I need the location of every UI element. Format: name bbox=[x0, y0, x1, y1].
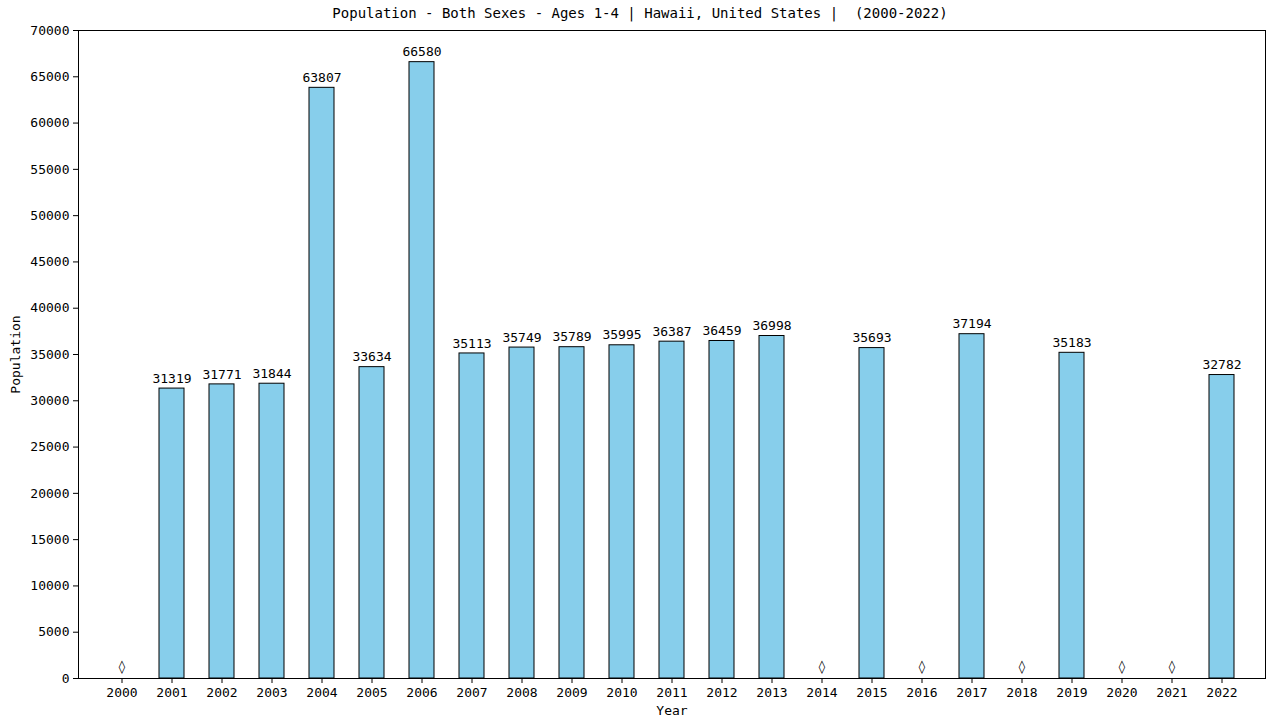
svg-text:36387: 36387 bbox=[652, 324, 691, 339]
svg-text:2011: 2011 bbox=[656, 685, 687, 700]
svg-text:66580: 66580 bbox=[402, 44, 441, 59]
svg-text:2008: 2008 bbox=[506, 685, 537, 700]
svg-text:2017: 2017 bbox=[956, 685, 987, 700]
svg-text:31771: 31771 bbox=[202, 367, 241, 382]
svg-text:◊: ◊ bbox=[1118, 659, 1126, 675]
svg-text:2006: 2006 bbox=[406, 685, 437, 700]
svg-text:2002: 2002 bbox=[206, 685, 237, 700]
svg-text:◊: ◊ bbox=[118, 659, 126, 675]
svg-text:2001: 2001 bbox=[156, 685, 187, 700]
svg-text:2009: 2009 bbox=[556, 685, 587, 700]
svg-text:◊: ◊ bbox=[918, 659, 926, 675]
svg-text:36998: 36998 bbox=[752, 318, 791, 333]
svg-text:2016: 2016 bbox=[906, 685, 937, 700]
svg-text:2005: 2005 bbox=[356, 685, 387, 700]
svg-text:33634: 33634 bbox=[352, 349, 391, 364]
svg-text:63807: 63807 bbox=[302, 70, 341, 85]
svg-text:2018: 2018 bbox=[1006, 685, 1037, 700]
svg-text:45000: 45000 bbox=[30, 254, 69, 269]
svg-text:20000: 20000 bbox=[30, 486, 69, 501]
svg-text:2015: 2015 bbox=[856, 685, 887, 700]
svg-text:35183: 35183 bbox=[1052, 335, 1091, 350]
svg-text:Population: Population bbox=[8, 315, 23, 393]
svg-text:Year: Year bbox=[656, 703, 687, 718]
svg-text:36459: 36459 bbox=[702, 323, 741, 338]
svg-text:60000: 60000 bbox=[30, 115, 69, 130]
svg-text:15000: 15000 bbox=[30, 532, 69, 547]
svg-text:◊: ◊ bbox=[818, 659, 826, 675]
svg-text:2020: 2020 bbox=[1106, 685, 1137, 700]
svg-text:◊: ◊ bbox=[1018, 659, 1026, 675]
svg-text:2010: 2010 bbox=[606, 685, 637, 700]
svg-text:65000: 65000 bbox=[30, 69, 69, 84]
svg-text:32782: 32782 bbox=[1202, 357, 1241, 372]
html-text:Population - Both Sexes - Ages: Population - Both Sexes - Ages 1-4 | Haw… bbox=[332, 5, 948, 21]
svg-text:2021: 2021 bbox=[1156, 685, 1187, 700]
svg-text:2012: 2012 bbox=[706, 685, 737, 700]
svg-text:2003: 2003 bbox=[256, 685, 287, 700]
svg-text:2014: 2014 bbox=[806, 685, 837, 700]
svg-text:30000: 30000 bbox=[30, 393, 69, 408]
svg-text:◊: ◊ bbox=[1168, 659, 1176, 675]
svg-text:10000: 10000 bbox=[30, 578, 69, 593]
svg-text:31319: 31319 bbox=[152, 371, 191, 386]
svg-text:5000: 5000 bbox=[38, 624, 69, 639]
svg-text:35693: 35693 bbox=[852, 330, 891, 345]
svg-text:35749: 35749 bbox=[502, 330, 541, 345]
svg-text:40000: 40000 bbox=[30, 300, 69, 315]
svg-text:2019: 2019 bbox=[1056, 685, 1087, 700]
svg-text:35113: 35113 bbox=[452, 336, 491, 351]
svg-text:25000: 25000 bbox=[30, 439, 69, 454]
svg-text:35995: 35995 bbox=[602, 327, 641, 342]
svg-text:37194: 37194 bbox=[952, 316, 991, 331]
svg-text:31844: 31844 bbox=[252, 366, 291, 381]
svg-text:55000: 55000 bbox=[30, 162, 69, 177]
svg-text:0: 0 bbox=[62, 671, 70, 686]
svg-text:2004: 2004 bbox=[306, 685, 337, 700]
svg-text:2000: 2000 bbox=[106, 685, 137, 700]
svg-text:50000: 50000 bbox=[30, 208, 69, 223]
svg-text:35789: 35789 bbox=[552, 329, 591, 344]
svg-text:35000: 35000 bbox=[30, 347, 69, 362]
svg-text:70000: 70000 bbox=[30, 24, 69, 38]
svg-text:2007: 2007 bbox=[456, 685, 487, 700]
svg-text:2022: 2022 bbox=[1206, 685, 1237, 700]
svg-text:2013: 2013 bbox=[756, 685, 787, 700]
